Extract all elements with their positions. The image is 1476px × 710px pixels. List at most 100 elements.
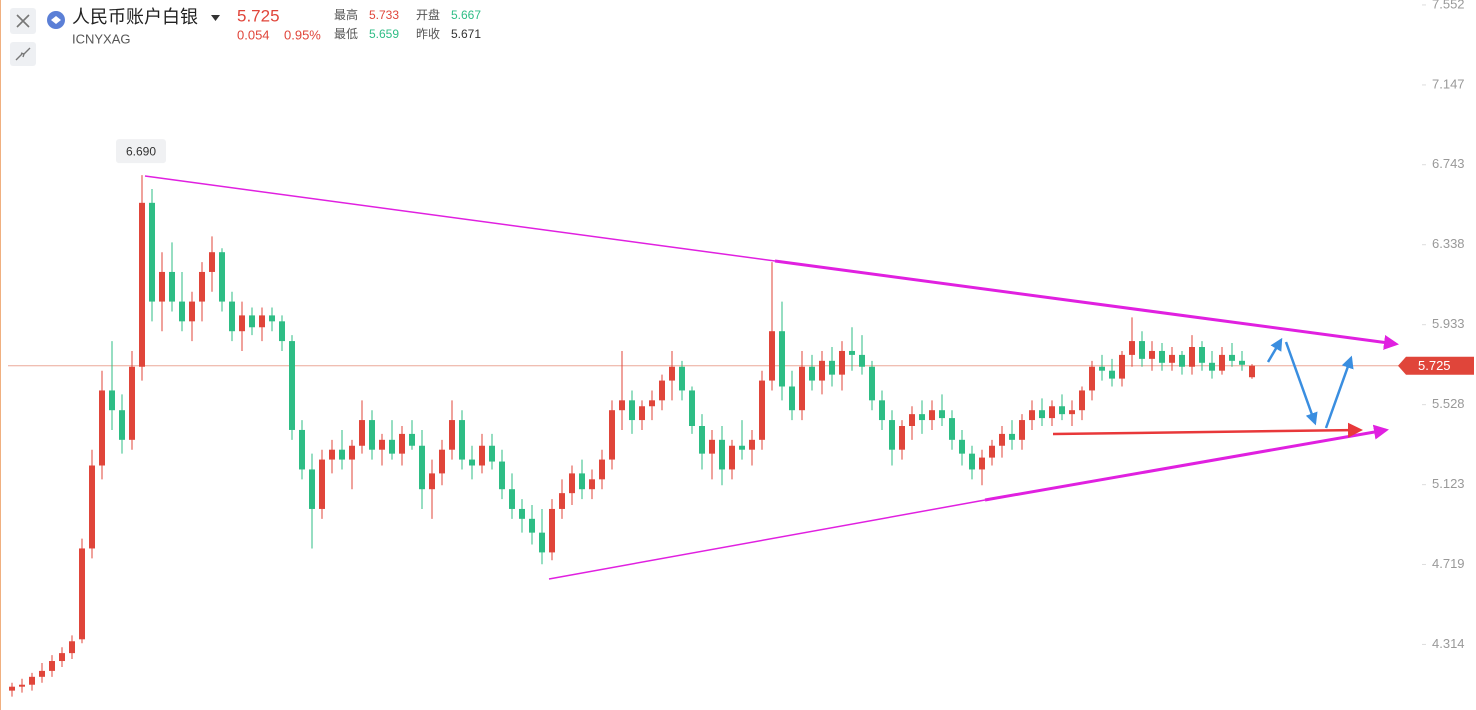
y-tick-label: 4.314 xyxy=(1432,636,1465,651)
candle-body xyxy=(119,410,125,440)
candle-body xyxy=(249,315,255,328)
candle-body xyxy=(769,331,775,381)
candle-body xyxy=(389,439,395,454)
y-tick-label: 5.528 xyxy=(1432,396,1465,411)
candle-body xyxy=(9,686,15,691)
candle-body xyxy=(1099,366,1105,371)
stat-label: 最高 xyxy=(334,7,358,22)
candle-body xyxy=(1149,350,1155,359)
candle-body xyxy=(1249,365,1255,378)
candle-body xyxy=(19,684,25,687)
candle-body xyxy=(359,420,365,446)
candle-body xyxy=(799,366,805,411)
trend-line xyxy=(144,175,776,262)
candle-body xyxy=(859,354,865,367)
candle-body xyxy=(759,380,765,440)
candle-body xyxy=(89,465,95,549)
candle-body xyxy=(989,445,995,458)
candle-body xyxy=(839,350,845,375)
candle-body xyxy=(39,670,45,677)
y-tick-label: 7.147 xyxy=(1432,76,1465,91)
trend-line xyxy=(984,424,1389,502)
candle-body xyxy=(1079,390,1085,411)
candle-body xyxy=(1019,420,1025,440)
candle-body xyxy=(179,301,185,322)
candle-body xyxy=(309,469,315,509)
candle-body xyxy=(1139,341,1145,359)
candle-body xyxy=(239,315,245,332)
candle-body xyxy=(399,433,405,454)
candle-body xyxy=(49,661,55,671)
dropdown[interactable] xyxy=(211,15,220,21)
candle-body xyxy=(1159,350,1165,363)
candle-body xyxy=(1119,354,1125,379)
candle-body xyxy=(349,445,355,460)
candle-body xyxy=(949,418,955,440)
stat-value: 5.671 xyxy=(451,27,481,41)
candle-body xyxy=(879,400,885,421)
symbol-code: ICNYXAG xyxy=(72,31,131,46)
candle-body xyxy=(639,406,645,421)
candle-body xyxy=(619,400,625,411)
trend-line xyxy=(548,499,986,580)
collapse-icon xyxy=(15,47,31,61)
candle-body xyxy=(679,366,685,391)
y-tick-label: 5.123 xyxy=(1432,476,1465,491)
candle-body xyxy=(1059,406,1065,415)
candle-body xyxy=(169,271,175,302)
candle-body xyxy=(819,360,825,381)
candle-body xyxy=(139,202,145,367)
candle-body xyxy=(299,429,305,470)
candle-body xyxy=(229,301,235,332)
candle-body xyxy=(509,489,515,509)
candle-body xyxy=(289,341,295,430)
y-tick-label: 4.719 xyxy=(1432,556,1465,571)
candle-body xyxy=(649,400,655,407)
candle-body xyxy=(569,473,575,494)
candle-body xyxy=(729,445,735,470)
price: 5.725 xyxy=(237,6,280,25)
candle-body xyxy=(259,315,265,328)
candle-body xyxy=(739,445,745,450)
candle-body xyxy=(469,459,475,466)
candle-body xyxy=(919,414,925,421)
candle-body xyxy=(829,360,835,375)
candle-body xyxy=(529,518,535,533)
candle-body xyxy=(79,548,85,640)
candle-body xyxy=(979,457,985,470)
candle-body xyxy=(339,449,345,460)
candle-body xyxy=(439,449,445,474)
candle-body xyxy=(689,390,695,426)
candle-body xyxy=(659,380,665,401)
candle-body xyxy=(109,390,115,411)
candle-body xyxy=(159,271,165,302)
candle-body xyxy=(479,445,485,466)
y-tick-label: 5.933 xyxy=(1432,316,1465,331)
candle-body xyxy=(1239,360,1245,365)
candle-body xyxy=(129,366,135,440)
candle-body xyxy=(589,479,595,490)
stat-value: 5.667 xyxy=(451,8,481,22)
candle-body xyxy=(149,202,155,302)
candle-body xyxy=(1069,410,1075,415)
y-tick-label: 7.552 xyxy=(1432,0,1465,11)
candle-body xyxy=(489,445,495,462)
candle-body xyxy=(609,410,615,460)
candle-body xyxy=(749,439,755,450)
stat-value: 5.733 xyxy=(369,8,399,22)
candle-body xyxy=(579,473,585,490)
candle-body xyxy=(709,439,715,454)
candle-body xyxy=(719,439,725,470)
candle-body xyxy=(1219,354,1225,371)
symbol-icon-mark xyxy=(51,16,61,24)
candle-body xyxy=(59,653,65,662)
candle-body xyxy=(449,420,455,450)
candle-body xyxy=(429,473,435,490)
candle-body xyxy=(629,400,635,421)
candle-body xyxy=(499,461,505,490)
candle-body xyxy=(409,433,415,446)
candle-body xyxy=(1039,410,1045,419)
candle-body xyxy=(209,252,215,272)
